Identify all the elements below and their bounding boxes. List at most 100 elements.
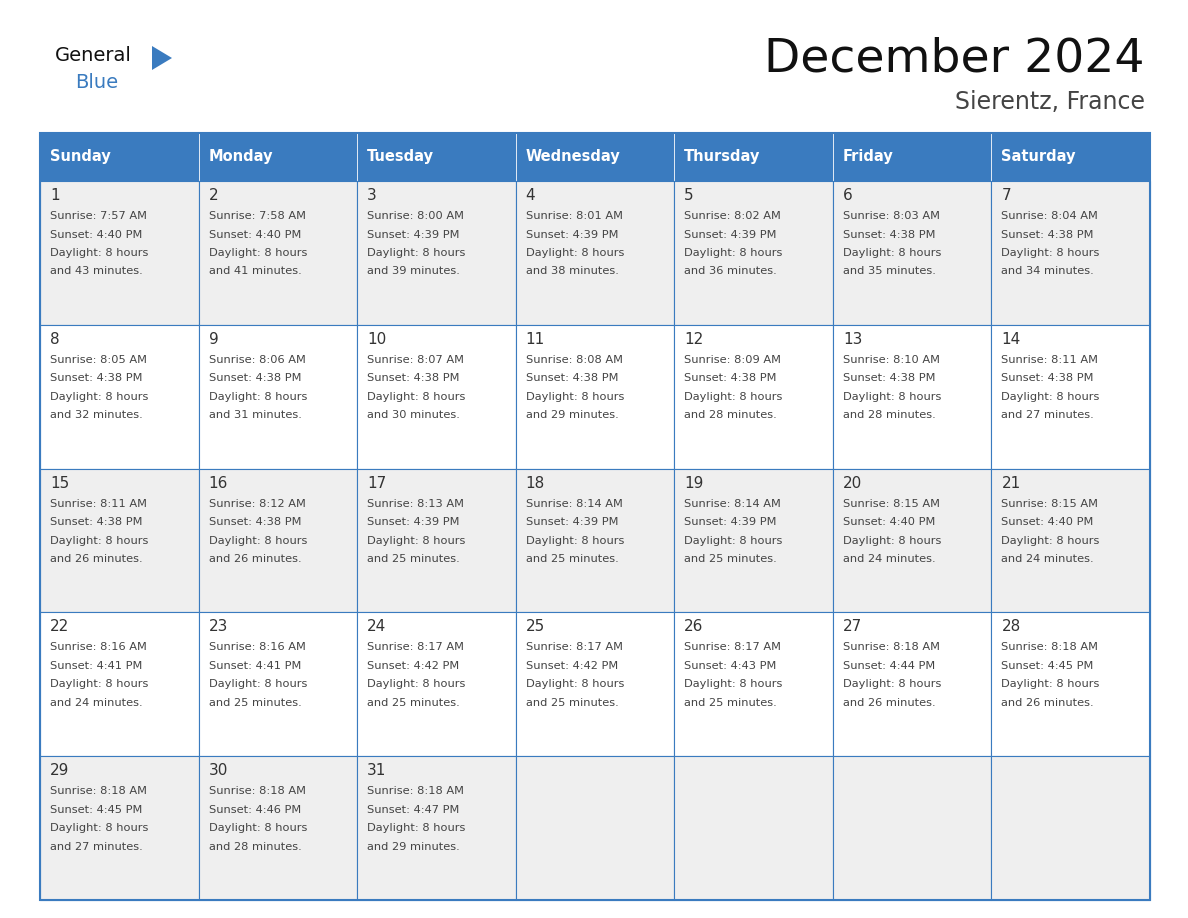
Bar [675,468,833,612]
Text: and 28 minutes.: and 28 minutes. [842,410,936,420]
Text: General: General [55,46,132,65]
Text: Daylight: 8 hours: Daylight: 8 hours [50,535,148,545]
Bar [675,612,833,756]
Text: 24: 24 [367,620,386,634]
Text: 2: 2 [209,188,219,203]
Text: and 24 minutes.: and 24 minutes. [50,698,143,708]
Bar [992,181,1150,325]
Text: Friday: Friday [842,150,893,164]
Text: Sunrise: 8:01 AM: Sunrise: 8:01 AM [526,211,623,221]
Text: Sunset: 4:39 PM: Sunset: 4:39 PM [367,230,460,240]
Text: Sunrise: 8:14 AM: Sunrise: 8:14 AM [684,498,782,509]
Text: Sunset: 4:39 PM: Sunset: 4:39 PM [684,517,777,527]
Text: Sunset: 4:38 PM: Sunset: 4:38 PM [209,517,301,527]
Text: 6: 6 [842,188,853,203]
Text: Sunrise: 8:15 AM: Sunrise: 8:15 AM [842,498,940,509]
Bar [992,325,1150,468]
Text: and 24 minutes.: and 24 minutes. [1001,554,1094,564]
Bar [198,133,358,181]
Text: Sunset: 4:38 PM: Sunset: 4:38 PM [1001,374,1094,384]
Text: Sunset: 4:38 PM: Sunset: 4:38 PM [684,374,777,384]
Text: Sunset: 4:38 PM: Sunset: 4:38 PM [842,230,935,240]
Text: and 34 minutes.: and 34 minutes. [1001,266,1094,276]
Bar [40,612,198,756]
Text: and 41 minutes.: and 41 minutes. [209,266,302,276]
Text: Sunset: 4:40 PM: Sunset: 4:40 PM [50,230,143,240]
Text: Sunset: 4:47 PM: Sunset: 4:47 PM [367,805,460,814]
Bar [992,612,1150,756]
Bar [358,468,516,612]
Text: 9: 9 [209,331,219,347]
Text: and 26 minutes.: and 26 minutes. [1001,698,1094,708]
Text: Sunrise: 8:03 AM: Sunrise: 8:03 AM [842,211,940,221]
Bar [358,325,516,468]
Text: Sunrise: 8:16 AM: Sunrise: 8:16 AM [209,643,305,653]
Text: 8: 8 [50,331,59,347]
Text: Daylight: 8 hours: Daylight: 8 hours [367,535,466,545]
Text: Sunset: 4:38 PM: Sunset: 4:38 PM [842,374,935,384]
Text: Daylight: 8 hours: Daylight: 8 hours [842,392,941,402]
Text: Daylight: 8 hours: Daylight: 8 hours [367,392,466,402]
Text: and 29 minutes.: and 29 minutes. [526,410,619,420]
Text: Sunset: 4:38 PM: Sunset: 4:38 PM [50,374,143,384]
Text: Daylight: 8 hours: Daylight: 8 hours [50,392,148,402]
Text: Sunset: 4:39 PM: Sunset: 4:39 PM [526,517,618,527]
Text: Sunday: Sunday [50,150,110,164]
Text: Daylight: 8 hours: Daylight: 8 hours [684,248,783,258]
Bar [516,468,675,612]
Text: and 31 minutes.: and 31 minutes. [209,410,302,420]
Text: Sunrise: 7:58 AM: Sunrise: 7:58 AM [209,211,305,221]
Text: Sunset: 4:41 PM: Sunset: 4:41 PM [50,661,143,671]
Bar [833,325,992,468]
Text: Sunrise: 8:04 AM: Sunrise: 8:04 AM [1001,211,1098,221]
Text: Daylight: 8 hours: Daylight: 8 hours [50,248,148,258]
Text: Sunset: 4:40 PM: Sunset: 4:40 PM [842,517,935,527]
Text: and 30 minutes.: and 30 minutes. [367,410,460,420]
Text: December 2024: December 2024 [765,36,1145,81]
Bar [358,181,516,325]
Bar [833,756,992,900]
Text: Sunrise: 8:07 AM: Sunrise: 8:07 AM [367,354,465,364]
Bar [198,468,358,612]
Text: 15: 15 [50,476,69,490]
Text: Sunrise: 8:09 AM: Sunrise: 8:09 AM [684,354,782,364]
Text: 19: 19 [684,476,703,490]
Text: Sunset: 4:38 PM: Sunset: 4:38 PM [1001,230,1094,240]
Text: Sunrise: 8:18 AM: Sunrise: 8:18 AM [842,643,940,653]
Text: 29: 29 [50,763,69,778]
Text: Sunset: 4:39 PM: Sunset: 4:39 PM [526,230,618,240]
Text: Sunrise: 8:08 AM: Sunrise: 8:08 AM [526,354,623,364]
Text: Sunrise: 8:10 AM: Sunrise: 8:10 AM [842,354,940,364]
Text: Sunset: 4:44 PM: Sunset: 4:44 PM [842,661,935,671]
Bar [516,612,675,756]
Text: and 32 minutes.: and 32 minutes. [50,410,143,420]
Text: Sunrise: 8:00 AM: Sunrise: 8:00 AM [367,211,465,221]
Text: 30: 30 [209,763,228,778]
Text: 12: 12 [684,331,703,347]
Bar [516,325,675,468]
Text: Wednesday: Wednesday [526,150,620,164]
Text: Sunset: 4:43 PM: Sunset: 4:43 PM [684,661,777,671]
Text: Sunrise: 8:11 AM: Sunrise: 8:11 AM [50,498,147,509]
Text: and 25 minutes.: and 25 minutes. [367,554,460,564]
Polygon shape [152,46,172,70]
Bar [516,133,675,181]
Bar [358,133,516,181]
Text: and 25 minutes.: and 25 minutes. [684,698,777,708]
Text: Daylight: 8 hours: Daylight: 8 hours [1001,248,1100,258]
Text: and 24 minutes.: and 24 minutes. [842,554,935,564]
Bar [40,181,198,325]
Bar [198,181,358,325]
Text: Sunset: 4:45 PM: Sunset: 4:45 PM [1001,661,1094,671]
Text: and 26 minutes.: and 26 minutes. [842,698,935,708]
Text: 16: 16 [209,476,228,490]
Text: and 25 minutes.: and 25 minutes. [684,554,777,564]
Text: Daylight: 8 hours: Daylight: 8 hours [50,679,148,689]
Text: Sunrise: 8:14 AM: Sunrise: 8:14 AM [526,498,623,509]
Text: Sunrise: 8:15 AM: Sunrise: 8:15 AM [1001,498,1099,509]
Text: Blue: Blue [75,73,118,92]
Text: 10: 10 [367,331,386,347]
Text: Sunset: 4:42 PM: Sunset: 4:42 PM [367,661,460,671]
Text: Daylight: 8 hours: Daylight: 8 hours [209,823,307,834]
Text: and 28 minutes.: and 28 minutes. [684,410,777,420]
